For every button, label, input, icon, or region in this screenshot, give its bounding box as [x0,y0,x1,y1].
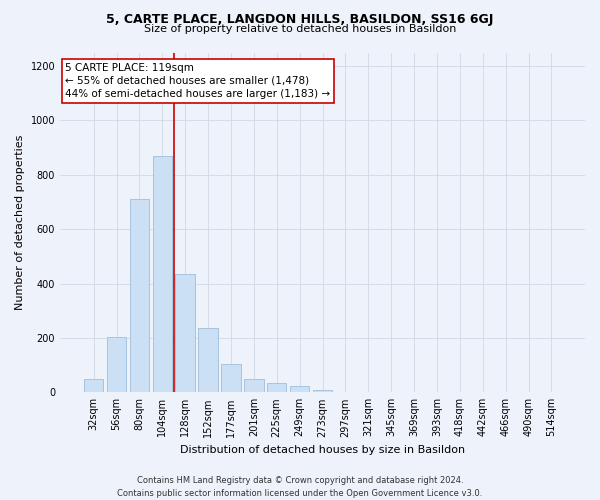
X-axis label: Distribution of detached houses by size in Basildon: Distribution of detached houses by size … [180,445,465,455]
Bar [152,156,172,392]
Bar [313,390,332,392]
Bar [244,380,263,392]
Bar [130,200,149,392]
Bar [107,336,126,392]
Bar [267,383,286,392]
Text: Size of property relative to detached houses in Basildon: Size of property relative to detached ho… [144,24,456,34]
Text: 5, CARTE PLACE, LANGDON HILLS, BASILDON, SS16 6GJ: 5, CARTE PLACE, LANGDON HILLS, BASILDON,… [106,12,494,26]
Y-axis label: Number of detached properties: Number of detached properties [15,134,25,310]
Bar [175,274,195,392]
Text: 5 CARTE PLACE: 119sqm
← 55% of detached houses are smaller (1,478)
44% of semi-d: 5 CARTE PLACE: 119sqm ← 55% of detached … [65,62,331,99]
Bar [199,328,218,392]
Bar [290,386,310,392]
Bar [84,378,103,392]
Bar [221,364,241,392]
Text: Contains HM Land Registry data © Crown copyright and database right 2024.
Contai: Contains HM Land Registry data © Crown c… [118,476,482,498]
